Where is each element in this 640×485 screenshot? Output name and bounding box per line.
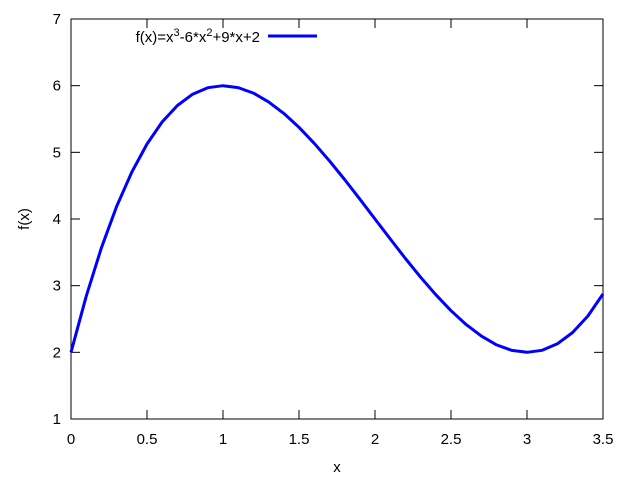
y-tick-label: 7 bbox=[53, 11, 61, 28]
legend-superscript: 3 bbox=[174, 27, 180, 39]
x-tick-label: 2 bbox=[371, 431, 379, 448]
y-tick-label: 4 bbox=[53, 211, 61, 228]
x-tick-label: 3.5 bbox=[593, 431, 614, 448]
series bbox=[69, 84, 605, 354]
legend-text-part: f(x)=x bbox=[136, 29, 174, 46]
x-tick-label: 3 bbox=[523, 431, 531, 448]
x-axis-label: x bbox=[333, 459, 341, 476]
legend-text-part: +9*x+2 bbox=[212, 29, 260, 46]
y-tick-label: 2 bbox=[53, 344, 61, 361]
series-line bbox=[69, 84, 605, 354]
legend: f(x)=x3-6*x2+9*x+2 bbox=[136, 27, 317, 46]
y-tick-label: 6 bbox=[53, 78, 61, 95]
y-tick-label: 5 bbox=[53, 144, 61, 161]
x-tick-label: 1 bbox=[219, 431, 227, 448]
x-tick-label: 1.5 bbox=[289, 431, 310, 448]
y-axis-label: f(x) bbox=[16, 208, 33, 230]
tick-labels: 0 0.5 1 1.5 2 2.5 3 3.5 1 2 3 4 5 6 7 bbox=[53, 11, 614, 448]
legend-text-part: -6*x bbox=[180, 29, 207, 46]
plot-border bbox=[70, 18, 604, 420]
y-tick-label: 3 bbox=[53, 278, 61, 295]
legend-label: f(x)=x3-6*x2+9*x+2 bbox=[136, 27, 260, 46]
x-tick-label: 2.5 bbox=[441, 431, 462, 448]
x-tick-label: 0 bbox=[67, 431, 75, 448]
ticks bbox=[70, 18, 604, 420]
legend-superscript: 2 bbox=[206, 27, 212, 39]
y-tick-label: 1 bbox=[53, 411, 61, 428]
x-tick-label: 0.5 bbox=[137, 431, 158, 448]
